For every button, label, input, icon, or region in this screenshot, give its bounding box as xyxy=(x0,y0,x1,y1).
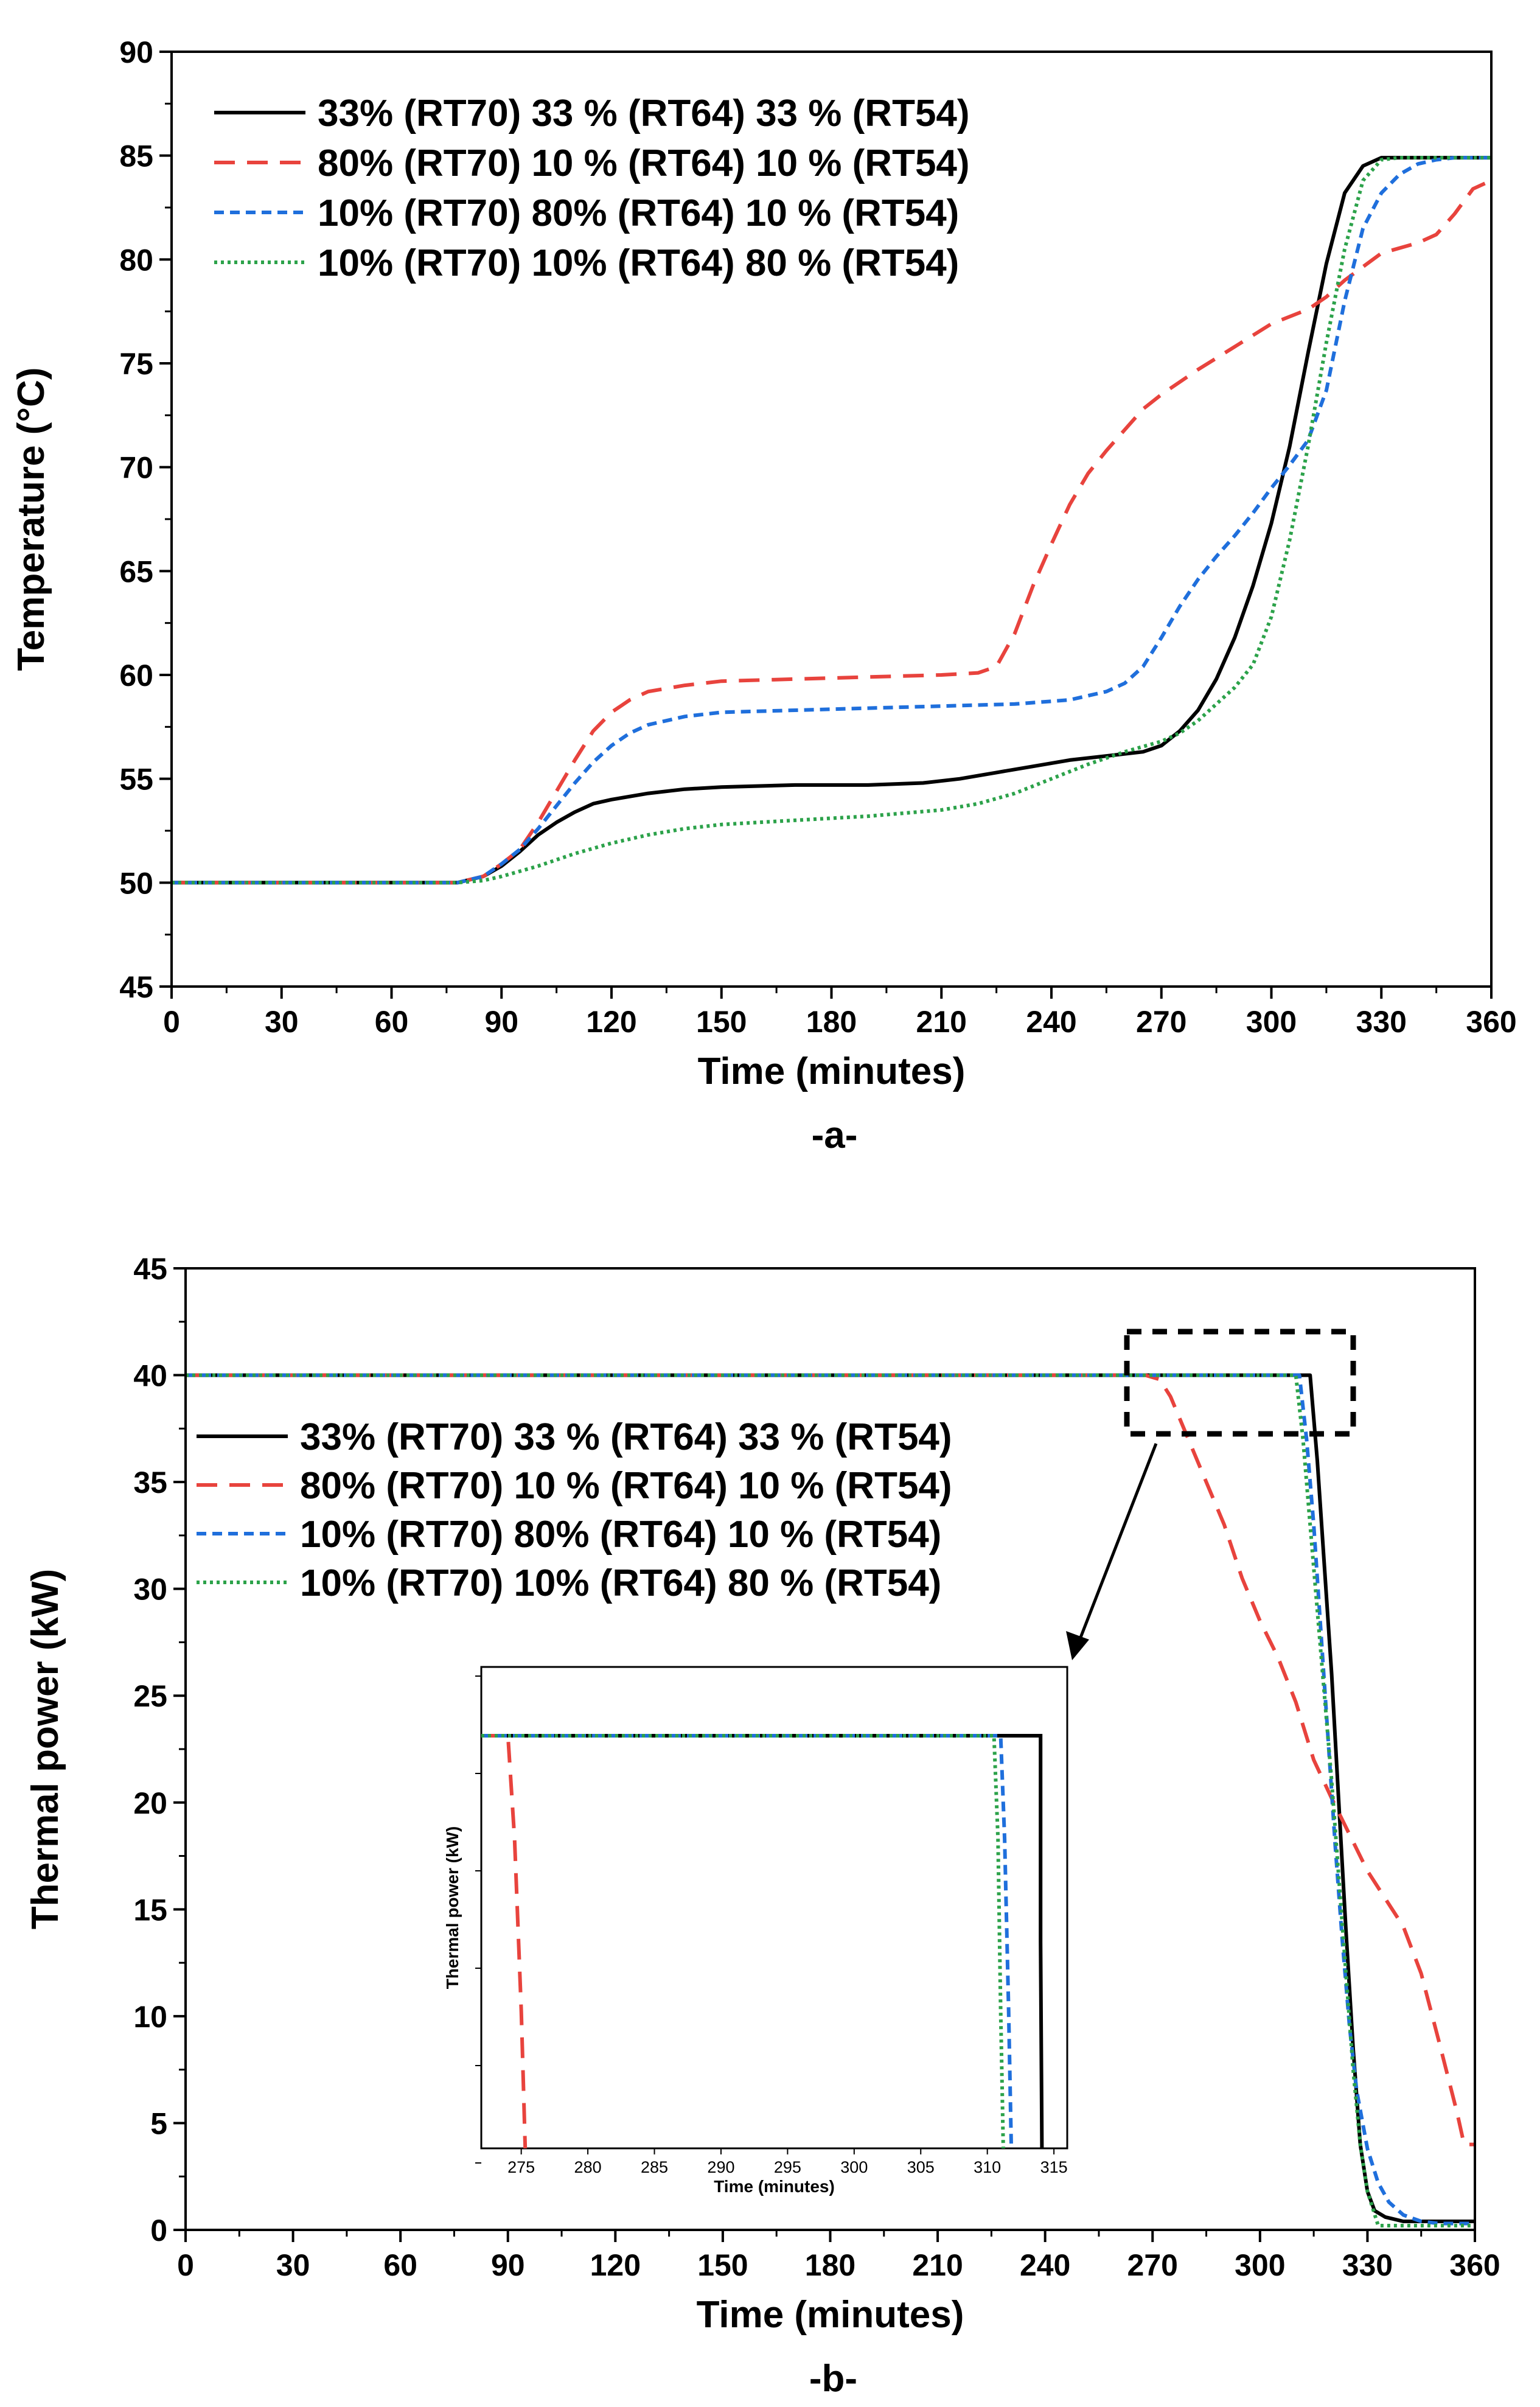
y-tick-label: 25 xyxy=(133,1679,167,1713)
y-tick-label: 5 xyxy=(150,2106,167,2140)
zoom-region-box xyxy=(1124,1329,1356,1437)
zoom-arrow-head xyxy=(1066,1631,1089,1660)
x-tick-label: 30 xyxy=(265,1005,299,1039)
series-line-1 xyxy=(172,156,1491,885)
y-tick-label: 0 xyxy=(150,2213,167,2248)
legend: 33% (RT70) 33 % (RT64) 33 % (RT54) 80% (R… xyxy=(197,1416,952,1604)
inset-x-tick-label: 280 xyxy=(574,2158,602,2176)
x-tick-label: 330 xyxy=(1356,1005,1407,1039)
series-line-3 xyxy=(172,156,1491,885)
y-tick-label: 55 xyxy=(119,763,153,797)
legend-label-1: 33% (RT70) 33 % (RT64) 33 % (RT54) xyxy=(318,93,970,134)
inset-y-axis-title: Thermal power (kW) xyxy=(443,1826,462,1990)
x-tick-label: 180 xyxy=(806,1005,857,1039)
x-tick-label: 360 xyxy=(1466,1005,1516,1039)
y-tick-label: 10 xyxy=(133,2000,167,2034)
y-tick-label: 45 xyxy=(119,970,153,1004)
inset-x-tick-label: 290 xyxy=(707,2158,734,2176)
x-tick-label: 90 xyxy=(484,1005,518,1039)
x-tick-label: 120 xyxy=(590,2248,641,2282)
x-tick-label: 360 xyxy=(1449,2248,1500,2282)
y-tick-label: 35 xyxy=(133,1466,167,1500)
y-tick-label: 75 xyxy=(119,347,153,381)
series-line-4 xyxy=(172,156,1491,885)
series-group xyxy=(186,1373,1475,2227)
series-group xyxy=(172,156,1491,885)
series-line-2 xyxy=(186,1373,1475,2147)
y-tick-label: 45 xyxy=(133,1252,167,1286)
y-tick-label: 90 xyxy=(119,35,153,69)
zoom-arrow-line xyxy=(1078,1443,1158,1640)
y-tick-label: 30 xyxy=(133,1573,167,1607)
legend-label-4: 10% (RT70) 10% (RT64) 80 % (RT54) xyxy=(300,1562,941,1604)
legend-label-4: 10% (RT70) 10% (RT64) 80 % (RT54) xyxy=(318,242,959,284)
inset-x-tick-label: 315 xyxy=(1040,2158,1068,2176)
y-tick-label: 85 xyxy=(119,139,153,173)
x-tick-label: 120 xyxy=(586,1005,636,1039)
y-tick-label: 20 xyxy=(133,1786,167,1820)
inset-frame xyxy=(480,1666,1068,2150)
legend-label-3: 10% (RT70) 80% (RT64) 10 % (RT54) xyxy=(318,192,959,234)
legend: 33% (RT70) 33 % (RT64) 33 % (RT54) 80% (R… xyxy=(214,93,970,284)
y-tick-label: 80 xyxy=(119,243,153,277)
legend-label-1: 33% (RT70) 33 % (RT64) 33 % (RT54) xyxy=(300,1416,952,1458)
legend-label-2: 80% (RT70) 10 % (RT64) 10 % (RT54) xyxy=(318,142,970,184)
y-tick-label: 60 xyxy=(119,659,153,693)
inset-x-tick-label: 295 xyxy=(774,2158,801,2176)
x-tick-label: 0 xyxy=(163,1005,180,1039)
x-tick-label: 210 xyxy=(916,1005,967,1039)
inset-x-tick-label: 310 xyxy=(974,2158,1001,2176)
series-line-3 xyxy=(186,1373,1475,2226)
panel-label: -b- xyxy=(809,2358,857,2400)
panel-label: -a- xyxy=(812,1114,858,1156)
x-tick-label: 90 xyxy=(491,2248,525,2282)
inset-x-axis-title: Time (minutes) xyxy=(714,2177,835,2196)
x-axis-title: Time (minutes) xyxy=(698,1050,966,1092)
legend-label-2: 80% (RT70) 10 % (RT64) 10 % (RT54) xyxy=(300,1465,952,1507)
x-tick-label: 180 xyxy=(805,2248,855,2282)
series-line-4 xyxy=(186,1373,1475,2227)
y-tick-label: 15 xyxy=(133,1893,167,1927)
x-tick-label: 240 xyxy=(1020,2248,1070,2282)
inset-series-line-4 xyxy=(481,1734,1005,2148)
x-axis-title: Time (minutes) xyxy=(697,2294,964,2336)
x-tick-label: 60 xyxy=(375,1005,409,1039)
x-tick-label: 330 xyxy=(1342,2248,1393,2282)
inset-series-line-1 xyxy=(481,1734,1044,2148)
legend-label-3: 10% (RT70) 80% (RT64) 10 % (RT54) xyxy=(300,1514,941,1556)
x-tick-label: 300 xyxy=(1246,1005,1297,1039)
y-tick-label: 65 xyxy=(119,554,153,589)
y-axis-title: Temperature (°C) xyxy=(10,367,52,671)
chart-thermal-power: 0 30 60 90 120 150 180 210 240 270 300 330 360 0 5 10 15… xyxy=(24,1252,1500,2400)
x-tick-label: 270 xyxy=(1136,1005,1186,1039)
x-tick-label: 30 xyxy=(276,2248,310,2282)
chart-temperature: 0 30 60 90 120 150 180 210 240 270 300 330 360 45 50 55… xyxy=(10,35,1517,1156)
x-tick-label: 210 xyxy=(912,2248,963,2282)
inset-x-tick-label: 300 xyxy=(840,2158,868,2176)
inset-x-tick-label: 275 xyxy=(507,2158,535,2176)
inset-x-tick-label: 305 xyxy=(907,2158,935,2176)
y-tick-label: 70 xyxy=(119,451,153,485)
x-tick-label: 300 xyxy=(1235,2248,1285,2282)
x-tick-label: 240 xyxy=(1026,1005,1076,1039)
x-tick-label: 150 xyxy=(696,1005,747,1039)
y-tick-label: 50 xyxy=(119,866,153,900)
inset-x-tick-label: 285 xyxy=(641,2158,668,2176)
inset-series-group xyxy=(481,1734,1044,2148)
y-axis-title: Thermal power (kW) xyxy=(24,1569,66,1930)
y-tick-label: 40 xyxy=(133,1359,167,1393)
x-tick-label: 150 xyxy=(697,2248,748,2282)
x-tick-label: 60 xyxy=(383,2248,417,2282)
inset-series-line-3 xyxy=(481,1734,1014,2148)
x-tick-label: 0 xyxy=(177,2248,194,2282)
series-line-2 xyxy=(172,178,1491,885)
x-tick-label: 270 xyxy=(1127,2248,1178,2282)
